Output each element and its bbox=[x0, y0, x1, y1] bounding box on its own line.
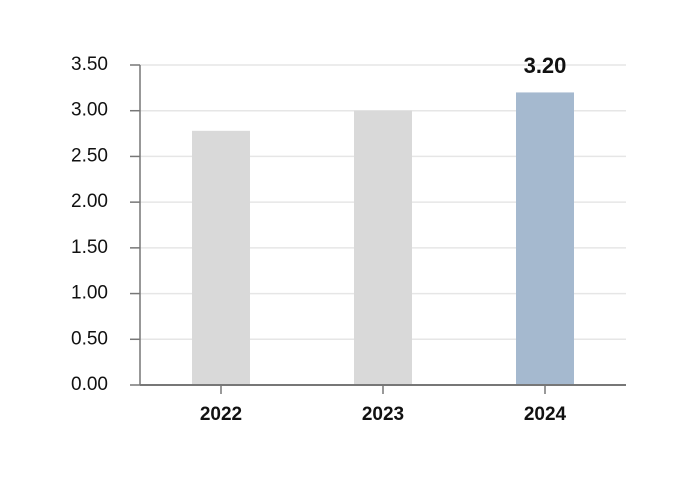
y-tick-label: 3.00 bbox=[71, 100, 108, 121]
y-tick-label: 1.00 bbox=[71, 283, 108, 304]
bar bbox=[192, 130, 250, 385]
y-tick-label: 2.00 bbox=[71, 191, 108, 212]
y-tick-label: 3.50 bbox=[71, 54, 108, 75]
y-tick-label: 2.50 bbox=[71, 145, 108, 166]
y-tick-label: 0.00 bbox=[71, 374, 108, 395]
x-tick-label: 2024 bbox=[524, 404, 567, 425]
x-tick-label: 2023 bbox=[362, 404, 404, 425]
value-label: 3.20 bbox=[524, 53, 567, 78]
y-tick-label: 0.50 bbox=[71, 328, 108, 349]
y-tick-label: 1.50 bbox=[71, 237, 108, 258]
bar bbox=[354, 110, 412, 385]
x-tick-label: 2022 bbox=[200, 404, 242, 425]
bar bbox=[516, 92, 574, 385]
